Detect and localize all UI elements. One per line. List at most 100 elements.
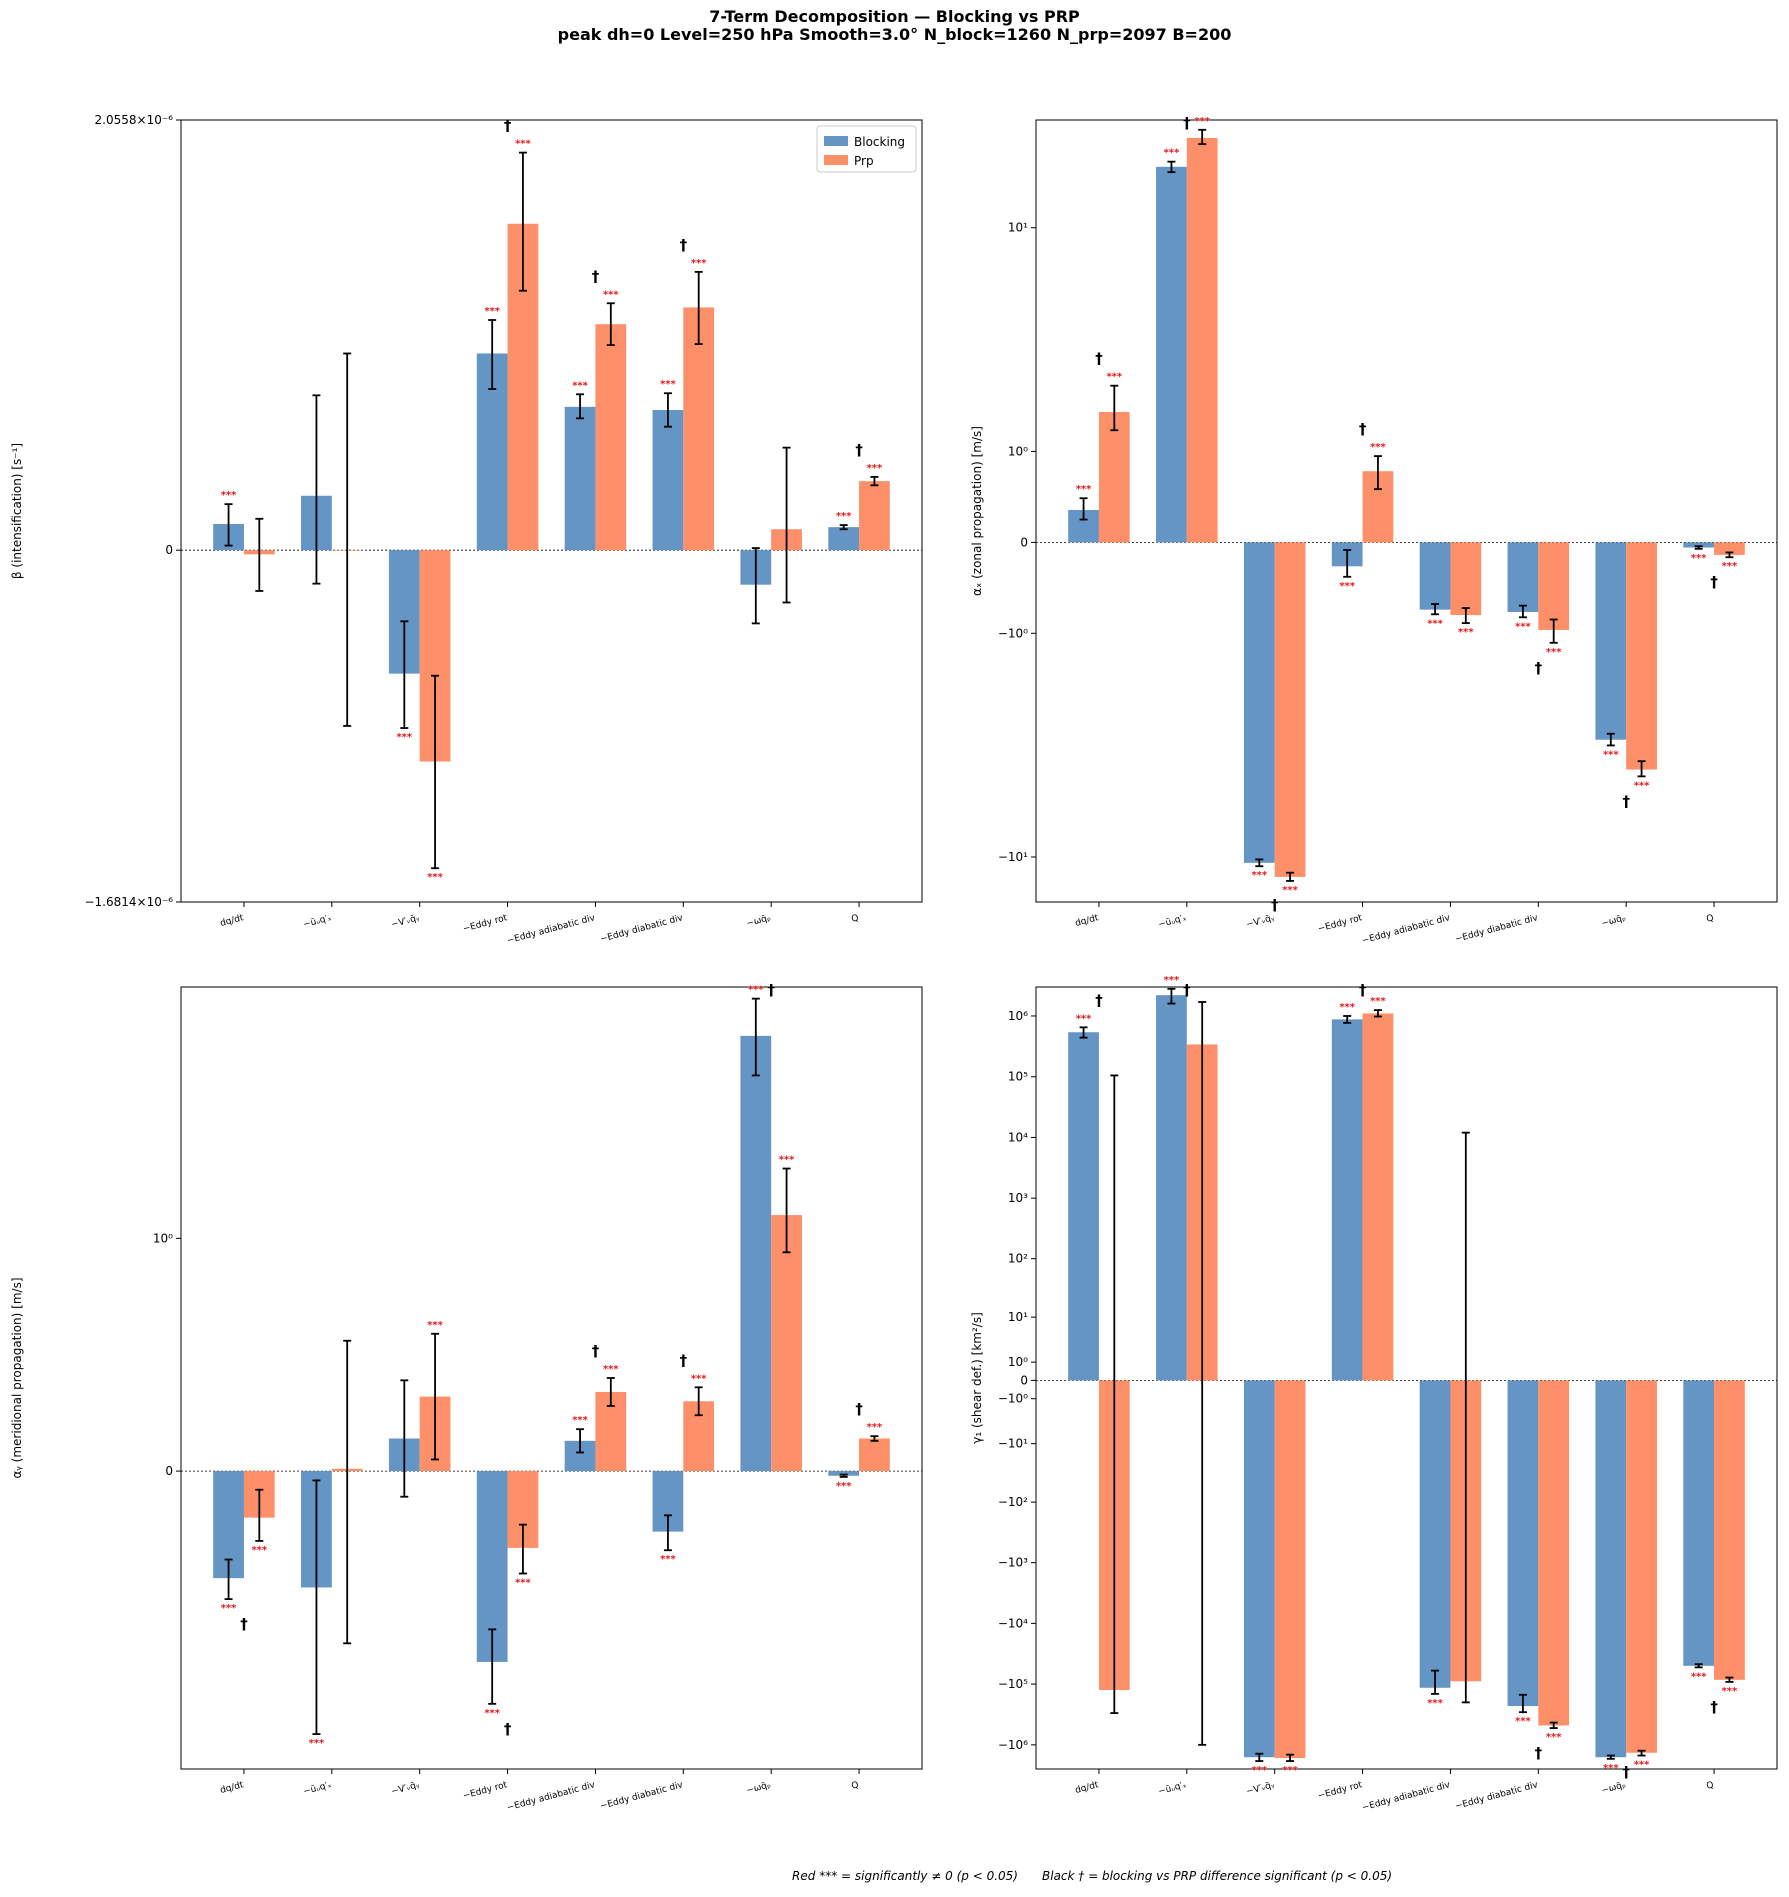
significance-mark: *** [484, 306, 500, 317]
significance-mark: *** [691, 258, 707, 269]
significance-mark: *** [1515, 1716, 1531, 1727]
difference-mark: † [1535, 1744, 1543, 1762]
y-tick-label: 10⁰ [153, 1231, 173, 1245]
bar-blocking [1507, 1380, 1539, 1707]
x-tick-label: −Eddy adiabatic div [506, 913, 597, 946]
bar-prp [1714, 1380, 1745, 1680]
difference-mark: † [680, 1351, 688, 1369]
difference-mark: † [1535, 659, 1543, 677]
legend-label-prp: Prp [854, 154, 874, 168]
bar-blocking [828, 1471, 860, 1476]
footer-diff-note: Black † = blocking vs PRP difference sig… [1042, 1869, 1392, 1883]
y-tick-label: 0 [1020, 535, 1028, 549]
bar-blocking [652, 409, 684, 551]
significance-mark: *** [1603, 1763, 1619, 1774]
y-axis-label: γ₁ (shear def.) [km²/s] [970, 1312, 984, 1444]
significance-mark: *** [1458, 627, 1474, 638]
x-tick-label: dq/dt [1074, 913, 1100, 929]
y-tick-label: −10⁰ [998, 626, 1028, 640]
difference-mark: † [1710, 1698, 1718, 1716]
significance-mark: *** [1634, 1760, 1650, 1771]
difference-mark: † [1622, 792, 1630, 810]
significance-mark: *** [836, 511, 852, 522]
y-axis-label: αₓ (zonal propagation) [m/s] [970, 426, 984, 596]
y-tick-label: 10¹ [1008, 221, 1028, 235]
chart-panel-top-right: 10¹ 10⁰ 0 −10⁰ −10¹ αₓ (zonal propagation) [m… [970, 114, 1778, 946]
significance-mark: *** [1546, 1732, 1562, 1743]
bar-prp [1714, 542, 1745, 555]
bar-prp [1450, 542, 1482, 616]
chart-panel-top-left: 2.0558×10⁻⁶ 0 −1.6814×10⁻⁶ β (intensificati… [10, 113, 923, 946]
difference-mark: † [680, 236, 688, 254]
bar-blocking [1419, 1380, 1451, 1688]
significance-mark: *** [221, 490, 237, 501]
x-tick-label: Q [850, 913, 859, 924]
difference-mark: † [592, 1342, 600, 1360]
significance-mark: *** [1251, 870, 1267, 881]
bar-prp [859, 481, 890, 551]
x-tick-label: −V′ᵥq̄ᵧ [1245, 1780, 1276, 1797]
significance-mark: *** [1370, 442, 1386, 453]
bar-blocking [828, 527, 860, 551]
x-tick-label: −Eddy rot [462, 1780, 509, 1802]
significance-mark: *** [572, 1415, 588, 1426]
bar-prp [1186, 137, 1218, 543]
y-tick-label: −10³ [998, 1556, 1028, 1570]
difference-mark: † [1183, 981, 1191, 999]
y-tick-label: 0 [165, 543, 173, 557]
x-tick-label: −Eddy diabatic div [599, 1780, 685, 1812]
significance-mark: *** [1282, 885, 1298, 896]
x-tick-label: −Eddy rot [1317, 913, 1364, 935]
difference-mark: † [1622, 1763, 1630, 1781]
significance-mark: *** [1634, 780, 1650, 791]
bar-prp [595, 324, 627, 551]
x-tick-label: −Eddy rot [462, 913, 509, 935]
significance-mark: *** [836, 1481, 852, 1492]
bar-blocking [1683, 1380, 1715, 1666]
y-tick-label: 10⁴ [1008, 1130, 1028, 1144]
x-tick-label: −ωq̄ₚ [1601, 1780, 1628, 1796]
bar-prp [1098, 412, 1130, 543]
y-tick-label: −1.6814×10⁻⁶ [84, 895, 173, 909]
figure-subtitle: peak dh=0 Level=250 hPa Smooth=3.0° N_bl… [558, 25, 1232, 44]
x-tick-label: −Eddy adiabatic div [1361, 913, 1452, 946]
y-tick-label: 10⁰ [1008, 1355, 1028, 1369]
plot-frame [180, 119, 923, 903]
significance-mark: *** [396, 732, 412, 743]
panels: 2.0558×10⁻⁶ 0 −1.6814×10⁻⁶ β (intensificati… [10, 113, 1778, 1813]
x-tick-label: −V′ᵥq̄ᵧ [390, 913, 421, 930]
difference-mark: † [1095, 991, 1103, 1009]
significance-mark: *** [1282, 1765, 1298, 1776]
x-tick-label: −Eddy adiabatic div [1361, 1780, 1452, 1813]
figure-title: 7-Term Decomposition — Blocking vs PRP [709, 7, 1080, 26]
x-tick-label: dq/dt [219, 1780, 245, 1796]
y-tick-label: −10¹ [998, 850, 1028, 864]
significance-mark: *** [1339, 1002, 1355, 1013]
y-tick-label: 0 [1020, 1373, 1028, 1387]
significance-mark: *** [484, 1708, 500, 1719]
bar-blocking [564, 406, 596, 551]
y-tick-label: 2.0558×10⁻⁶ [95, 113, 174, 127]
difference-mark: † [1271, 896, 1279, 914]
significance-mark: *** [515, 139, 531, 150]
significance-mark: *** [1076, 484, 1092, 495]
y-tick-label: −10¹ [998, 1437, 1028, 1451]
y-tick-label: 10⁵ [1008, 1070, 1028, 1084]
legend-swatch-blocking [824, 136, 848, 146]
significance-mark: *** [779, 1155, 795, 1166]
significance-mark: *** [660, 1554, 676, 1565]
x-tick-label: −Eddy rot [1317, 1780, 1364, 1802]
y-tick-label: 10¹ [1008, 1310, 1028, 1324]
bar-blocking [1243, 1380, 1275, 1758]
x-tick-label: −ūᵤq′ₓ [1157, 913, 1187, 930]
x-tick-label: −Eddy diabatic div [1454, 1780, 1540, 1812]
significance-mark: *** [1427, 618, 1443, 629]
y-tick-label: 10³ [1008, 1191, 1028, 1205]
x-tick-label: −ωq̄ₚ [1601, 913, 1628, 929]
significance-mark: *** [1427, 1698, 1443, 1709]
x-tick-label: −ūᵤq′ₓ [302, 913, 332, 930]
legend-label-blocking: Blocking [854, 135, 905, 149]
chart-panel-bottom-left: 10⁰ 0 αᵧ (meridional propagation) [m/s] dq/… [10, 981, 923, 1813]
bar-blocking [1068, 1032, 1099, 1381]
